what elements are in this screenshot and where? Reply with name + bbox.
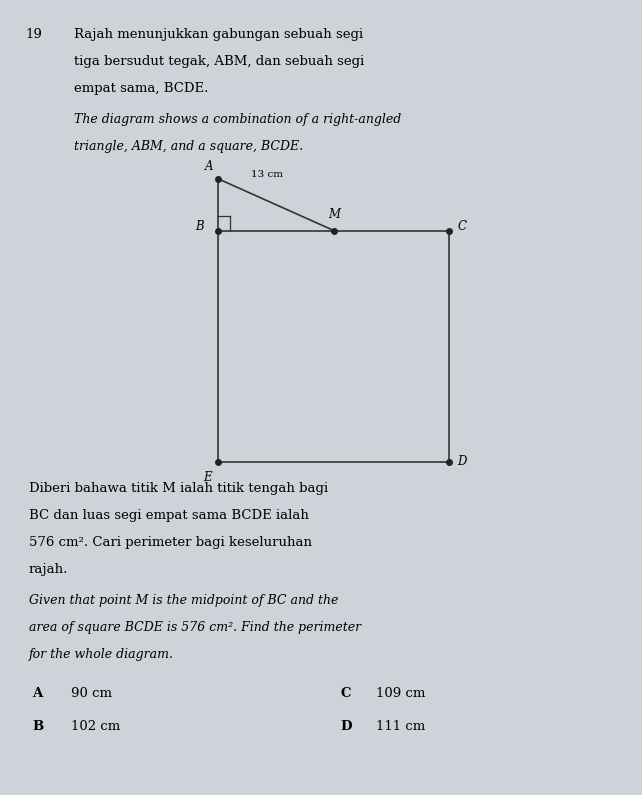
Text: C: C	[457, 220, 466, 233]
Text: tiga bersudut tegak, ABM, dan sebuah segi: tiga bersudut tegak, ABM, dan sebuah seg…	[74, 55, 364, 68]
Text: D: D	[340, 720, 352, 733]
Text: 19: 19	[26, 28, 42, 41]
Text: B: B	[196, 220, 204, 233]
Text: rajah.: rajah.	[29, 563, 68, 576]
Text: empat sama, BCDE.: empat sama, BCDE.	[74, 82, 208, 95]
Text: A: A	[205, 160, 213, 173]
Text: E: E	[204, 471, 212, 484]
Text: D: D	[457, 456, 467, 468]
Text: 111 cm: 111 cm	[376, 720, 425, 733]
Text: area of square BCDE is 576 cm². Find the perimeter: area of square BCDE is 576 cm². Find the…	[29, 621, 361, 634]
Text: M: M	[328, 208, 340, 221]
Text: triangle, ABM, and a square, BCDE.: triangle, ABM, and a square, BCDE.	[74, 140, 303, 153]
Text: Diberi bahawa titik M ialah titik tengah bagi: Diberi bahawa titik M ialah titik tengah…	[29, 482, 328, 494]
Text: 109 cm: 109 cm	[376, 687, 425, 700]
Text: 102 cm: 102 cm	[71, 720, 120, 733]
Text: Rajah menunjukkan gabungan sebuah segi: Rajah menunjukkan gabungan sebuah segi	[74, 28, 363, 41]
Text: B: B	[32, 720, 44, 733]
Text: The diagram shows a combination of a right-angled: The diagram shows a combination of a rig…	[74, 113, 401, 126]
Text: C: C	[340, 687, 351, 700]
Text: 576 cm². Cari perimeter bagi keseluruhan: 576 cm². Cari perimeter bagi keseluruhan	[29, 536, 312, 549]
Text: Given that point M is the midpoint of BC and the: Given that point M is the midpoint of BC…	[29, 594, 338, 607]
Text: BC dan luas segi empat sama BCDE ialah: BC dan luas segi empat sama BCDE ialah	[29, 509, 309, 522]
Text: for the whole diagram.: for the whole diagram.	[29, 648, 174, 661]
Text: 13 cm: 13 cm	[250, 170, 282, 179]
Text: 90 cm: 90 cm	[71, 687, 112, 700]
Text: A: A	[32, 687, 42, 700]
